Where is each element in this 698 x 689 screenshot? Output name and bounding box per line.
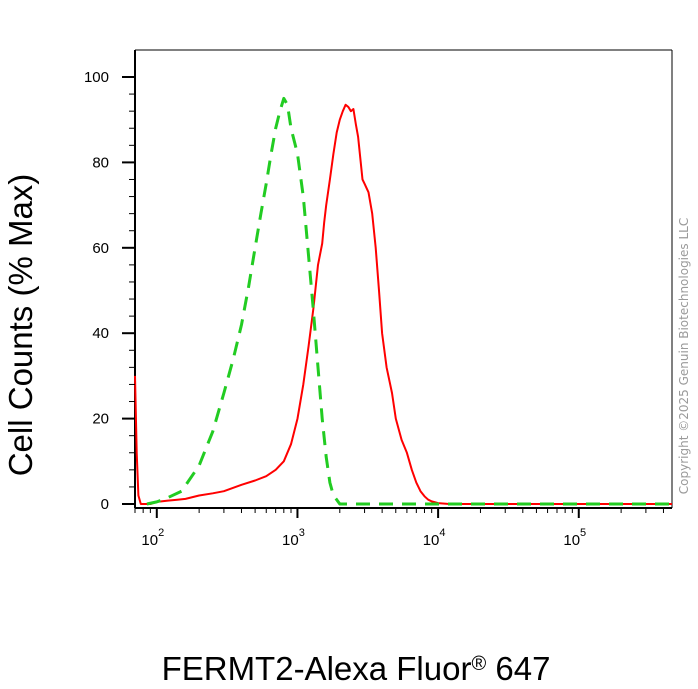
y-tick-label: 40: [92, 325, 109, 342]
copyright-notice: Copyright ©2025 Genuin Biotechnologies L…: [677, 218, 691, 494]
y-tick-label: 100: [84, 69, 109, 86]
histogram-curves: [134, 96, 672, 506]
x-tick-label: 102: [141, 527, 164, 549]
y-tick-label: 60: [92, 240, 109, 257]
y-tick-label: 80: [92, 154, 109, 171]
x-tick-label: 104: [423, 527, 446, 549]
y-axis-title: Cell Counts (% Max): [2, 174, 39, 477]
y-tick-label: 20: [92, 411, 109, 428]
x-axis-title-registered-mark: ®: [471, 653, 486, 675]
x-axis-title-suffix: 647: [486, 650, 550, 687]
x-tick-label: 105: [563, 527, 586, 549]
x-axis-title-main: FERMT2-Alexa Fluor: [162, 650, 472, 687]
x-tick-label: 103: [282, 527, 305, 549]
series-line-1: [134, 103, 672, 505]
y-axis: 0 20 40 60 80 100: [84, 69, 135, 513]
x-axis: 102 103 104 105: [134, 508, 664, 549]
series-line-2: [146, 96, 672, 506]
y-tick-label: 0: [101, 496, 109, 513]
plot-frame: [134, 49, 673, 509]
x-axis-title: FERMT2-Alexa Fluor® 647: [162, 650, 551, 687]
